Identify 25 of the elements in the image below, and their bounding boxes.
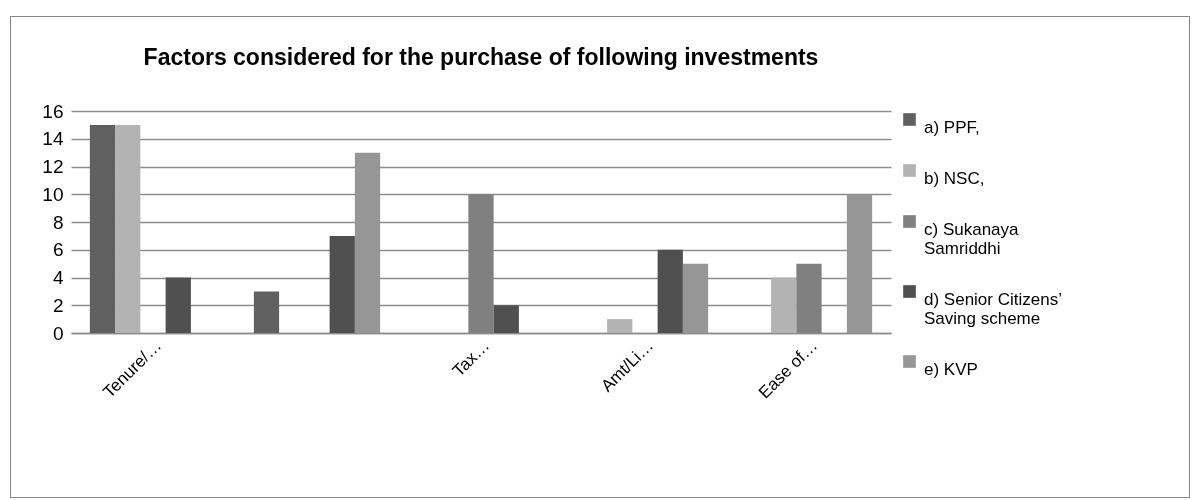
bar xyxy=(771,277,797,333)
y-tick-label: 10 xyxy=(42,183,64,205)
bar xyxy=(165,277,191,333)
legend-label: b) NSC, xyxy=(924,168,985,188)
legend-label: e) KVP xyxy=(924,359,978,379)
x-tick-label: Tax… xyxy=(448,336,494,381)
legend-label: c) Sukanaya Samriddhi xyxy=(924,219,1020,258)
y-tick-label: 6 xyxy=(52,239,64,261)
bar xyxy=(493,305,519,333)
y-tick-label: 12 xyxy=(42,156,64,177)
legend-label: a) PPF, xyxy=(924,117,980,137)
y-tick-label: 2 xyxy=(52,294,64,316)
y-tick-label: 4 xyxy=(52,267,64,288)
y-tick-label: 8 xyxy=(52,211,64,233)
y-tick-label: 16 xyxy=(42,100,64,122)
chart-title: Factors considered for the purchase of following investments xyxy=(143,44,819,70)
bar xyxy=(89,124,116,333)
legend-label: d) Senior Citizens’ Saving scheme xyxy=(924,289,1062,328)
bar xyxy=(253,291,280,333)
bar xyxy=(115,124,141,333)
bar xyxy=(329,235,355,333)
y-tick-label: 14 xyxy=(42,128,64,150)
bar xyxy=(657,249,683,333)
y-tick-label: 0 xyxy=(52,322,64,344)
bar xyxy=(607,319,633,333)
